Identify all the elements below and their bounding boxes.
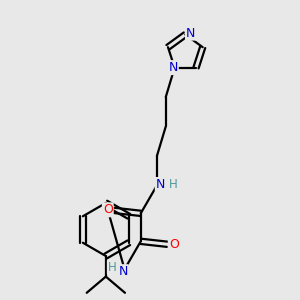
Text: O: O: [169, 238, 179, 251]
Text: N: N: [156, 178, 165, 191]
Text: N: N: [186, 27, 195, 40]
Text: O: O: [103, 203, 113, 216]
Text: H: H: [169, 178, 178, 191]
Text: N: N: [168, 61, 178, 74]
Text: H: H: [108, 261, 117, 274]
Text: N: N: [118, 265, 128, 278]
